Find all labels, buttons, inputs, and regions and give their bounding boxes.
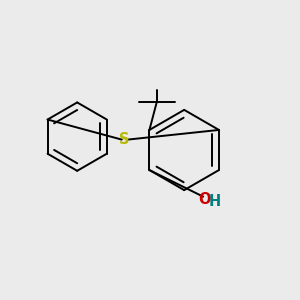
Text: O: O	[199, 191, 211, 206]
Text: H: H	[209, 194, 221, 209]
Text: S: S	[119, 132, 130, 147]
